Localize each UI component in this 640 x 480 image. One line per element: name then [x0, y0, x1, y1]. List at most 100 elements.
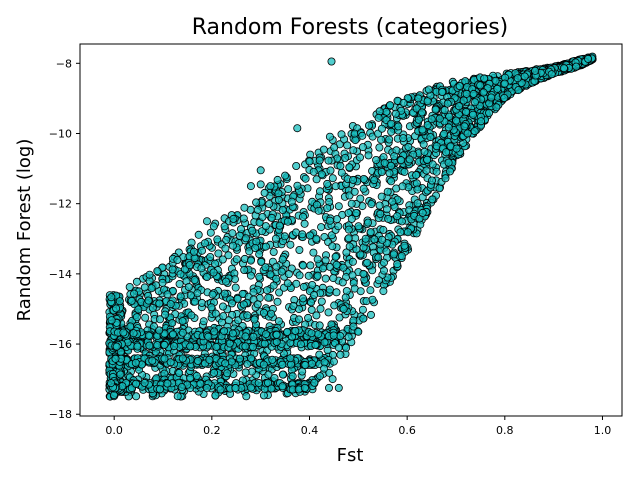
data-point — [292, 161, 301, 170]
data-point — [344, 234, 353, 243]
data-point — [327, 231, 336, 240]
data-point — [366, 310, 375, 319]
data-point — [382, 247, 391, 256]
data-point — [141, 313, 150, 322]
data-point — [337, 130, 346, 139]
data-point — [228, 241, 237, 250]
data-point — [313, 255, 322, 264]
data-point — [287, 197, 296, 206]
data-point — [268, 355, 277, 364]
data-point — [352, 208, 361, 217]
data-point — [384, 214, 393, 223]
data-point — [375, 143, 384, 152]
data-point — [476, 117, 485, 126]
data-point — [559, 64, 568, 73]
data-point — [197, 264, 206, 273]
data-point — [260, 188, 269, 197]
data-point — [228, 229, 237, 238]
data-point — [267, 309, 276, 318]
data-point — [379, 258, 388, 267]
x-tick-label: 0.2 — [203, 424, 221, 437]
data-point — [354, 327, 363, 336]
x-tick-label: 0.6 — [398, 424, 416, 437]
data-point — [377, 192, 386, 201]
data-point — [315, 156, 324, 165]
x-tick-label: 1.0 — [594, 424, 612, 437]
data-point — [281, 171, 290, 180]
data-point — [199, 317, 208, 326]
y-tick-label: −16 — [49, 338, 72, 351]
data-point — [261, 242, 270, 251]
data-points — [105, 52, 597, 401]
data-point — [236, 225, 245, 234]
data-point — [513, 74, 522, 83]
data-point — [328, 375, 337, 384]
data-point — [331, 252, 340, 261]
data-point — [321, 256, 330, 265]
data-point — [161, 310, 170, 319]
data-point — [339, 263, 348, 272]
data-point — [190, 276, 199, 285]
data-point — [314, 330, 323, 339]
data-point — [298, 367, 307, 376]
data-point — [363, 258, 372, 267]
data-point — [404, 142, 413, 151]
data-point — [325, 216, 334, 225]
data-point — [414, 94, 423, 103]
data-point — [374, 113, 383, 122]
data-point — [295, 271, 304, 280]
data-point — [345, 163, 354, 172]
data-point — [418, 125, 427, 134]
data-point — [359, 184, 368, 193]
data-point — [300, 219, 309, 228]
data-point — [178, 317, 187, 326]
data-point — [310, 290, 319, 299]
data-point — [441, 174, 450, 183]
data-point — [432, 167, 441, 176]
data-point — [222, 235, 231, 244]
data-point — [210, 327, 219, 336]
data-point — [153, 341, 162, 350]
data-point — [225, 339, 234, 348]
data-point — [329, 357, 338, 366]
data-point — [231, 384, 240, 393]
data-point — [291, 326, 300, 335]
data-point — [289, 301, 298, 310]
data-point — [375, 201, 384, 210]
data-point — [438, 88, 447, 97]
data-point — [399, 98, 408, 107]
data-point — [393, 212, 402, 221]
data-point — [427, 176, 436, 185]
data-point — [485, 108, 494, 117]
data-point — [547, 70, 556, 79]
data-point — [263, 286, 272, 295]
data-point — [470, 98, 479, 107]
data-point — [253, 300, 262, 309]
data-point — [212, 342, 221, 351]
data-point — [309, 248, 318, 257]
data-point — [493, 84, 502, 93]
data-point — [231, 283, 240, 292]
data-point — [293, 124, 302, 133]
data-point — [327, 57, 336, 66]
data-point — [170, 342, 179, 351]
data-point — [193, 289, 202, 298]
data-point — [155, 299, 164, 308]
data-point — [283, 217, 292, 226]
data-point — [324, 308, 333, 317]
data-point — [298, 212, 307, 221]
data-point — [385, 135, 394, 144]
data-point — [294, 315, 303, 324]
data-point — [163, 290, 172, 299]
data-point — [344, 225, 353, 234]
data-point — [520, 72, 529, 81]
data-point — [227, 299, 236, 308]
data-point — [211, 309, 220, 318]
data-point — [210, 259, 219, 268]
data-point — [119, 328, 128, 337]
data-point — [211, 391, 220, 400]
data-point — [256, 166, 265, 175]
data-point — [240, 203, 249, 212]
data-point — [299, 261, 308, 270]
data-point — [259, 391, 268, 400]
